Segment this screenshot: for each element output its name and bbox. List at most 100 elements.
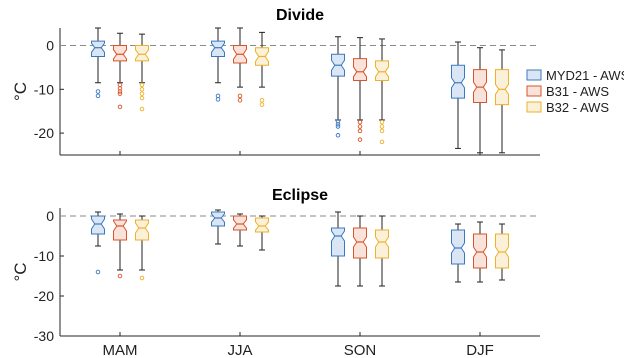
outlier-point — [237, 98, 243, 103]
panel-divide: Divide 0 -10 -20 °C — [11, 7, 540, 156]
box-b31-son — [353, 215, 367, 287]
box-body — [91, 40, 105, 57]
outlier-point — [335, 133, 341, 138]
box-b32-jja — [255, 31, 269, 107]
chart-title: Eclipse — [272, 187, 328, 204]
box-body — [451, 229, 465, 265]
x-tick-label-jja: JJA — [227, 342, 252, 358]
outlier-point — [139, 106, 145, 112]
outlier-point — [379, 128, 385, 134]
outlier-point — [117, 86, 123, 91]
box-b31-son — [353, 37, 367, 142]
box-b31-djf — [473, 221, 487, 283]
outlier-point — [139, 275, 145, 281]
y-axis-label: °C — [11, 262, 30, 281]
box-b32-djf — [495, 223, 509, 281]
box-b32-djf — [495, 49, 509, 154]
box-body — [473, 69, 487, 103]
box-b31-djf — [473, 47, 487, 154]
box-b31-jja — [233, 213, 247, 247]
box-body — [331, 227, 345, 257]
box-body — [255, 217, 269, 233]
legend-label: B31 - AWS — [546, 84, 609, 99]
outlier-point — [357, 119, 363, 125]
outlier-point — [379, 124, 385, 129]
box-body — [375, 229, 389, 259]
box-myd21-son — [331, 36, 345, 138]
box-b32-jja — [255, 215, 269, 251]
box-myd21-son — [331, 211, 345, 287]
box-body — [473, 233, 487, 269]
box-body — [353, 227, 367, 259]
box-b31-mam — [113, 213, 127, 279]
outlier-point — [215, 97, 221, 102]
box-body — [375, 60, 389, 82]
y-tick-label: -20 — [34, 125, 54, 141]
y-tick-label: 0 — [46, 208, 54, 224]
chart-title: Divide — [276, 7, 324, 24]
outlier-point — [357, 137, 363, 142]
outlier-point — [117, 89, 123, 94]
y-tick-label: -20 — [34, 288, 54, 304]
outlier-point — [139, 82, 145, 88]
y-tick-label: 0 — [46, 38, 54, 54]
panel-eclipse: Eclipse 0 -10 -20 -30 °C MAM JJA SON DJF — [11, 187, 540, 358]
y-tick-label: -10 — [34, 248, 54, 264]
box-body — [495, 69, 509, 106]
box-b31-jja — [233, 27, 247, 103]
y-axis-label: °C — [11, 82, 30, 101]
x-tick-label-mam: MAM — [103, 342, 138, 358]
box-body — [113, 219, 127, 241]
box-body — [451, 64, 465, 99]
outlier-point — [357, 128, 363, 134]
y-tick-label: -10 — [34, 81, 54, 97]
box-b32-son — [375, 215, 389, 287]
x-tick-label-son: SON — [344, 342, 377, 358]
box-myd21-jja — [211, 27, 225, 102]
box-myd21-djf — [451, 223, 465, 283]
outlier-point — [335, 119, 341, 124]
outlier-point — [139, 95, 145, 101]
outlier-point — [237, 93, 243, 99]
outlier-point — [139, 87, 145, 92]
box-body — [211, 40, 225, 57]
outlier-point — [259, 102, 265, 107]
legend-label: B32 - AWS — [546, 100, 609, 115]
legend-swatch — [526, 69, 542, 81]
box-body — [91, 215, 105, 235]
outlier-point — [117, 273, 123, 279]
box-myd21-jja — [211, 209, 225, 245]
outlier-point — [335, 124, 341, 129]
outlier-point — [379, 119, 385, 125]
outlier-point — [95, 269, 101, 275]
legend-label: MYD21 - AWS — [546, 68, 624, 83]
legend-swatch — [526, 101, 542, 113]
box-body — [211, 211, 225, 227]
legend-swatch — [526, 85, 542, 97]
box-myd21-djf — [451, 41, 465, 149]
box-myd21-mam — [91, 211, 105, 275]
box-b31-mam — [113, 32, 127, 110]
box-body — [353, 58, 367, 82]
box-body — [135, 219, 149, 241]
outlier-point — [95, 93, 101, 99]
box-body — [113, 45, 127, 62]
outlier-point — [379, 139, 385, 145]
outlier-point — [95, 89, 101, 94]
box-myd21-mam — [91, 27, 105, 99]
box-b32-mam — [135, 33, 149, 112]
box-body — [135, 45, 149, 62]
box-b32-son — [375, 38, 389, 145]
x-tick-label-djf: DJF — [466, 342, 494, 358]
outlier-point — [357, 124, 363, 129]
outlier-point — [117, 91, 123, 96]
box-body — [233, 215, 247, 231]
outlier-point — [117, 104, 123, 110]
y-tick-label: -30 — [34, 328, 54, 344]
box-b32-mam — [135, 215, 149, 281]
outlier-point — [335, 122, 341, 127]
box-body — [495, 233, 509, 269]
outlier-point — [259, 98, 265, 103]
